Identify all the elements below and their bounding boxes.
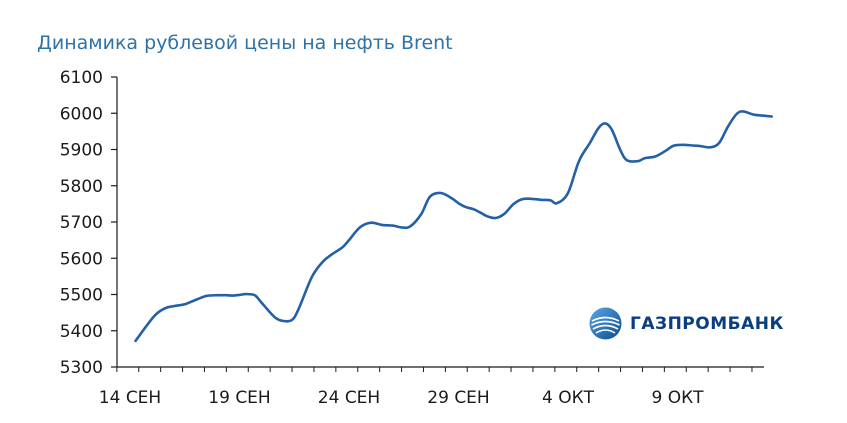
axes: 6100 6000 5900 5800 5700 5600 5500 5400 5300 14 С…	[60, 68, 764, 408]
x-tick-label: 24 СЕН	[318, 388, 380, 408]
series-layer	[134, 110, 773, 343]
y-tick-label: 6100	[60, 68, 103, 88]
y-tick-label: 5800	[60, 177, 103, 197]
gazprombank-logo: ГАЗПРОМБАНК	[589, 307, 784, 340]
logo-text: ГАЗПРОМБАНК	[630, 313, 784, 334]
x-tick-label: 14 СЕН	[99, 388, 161, 408]
y-tick-label: 5600	[60, 249, 103, 269]
x-tick-label: 29 СЕН	[427, 388, 489, 408]
y-tick-label: 5900	[60, 141, 103, 161]
x-tick-label: 19 СЕН	[208, 388, 270, 408]
series-line	[134, 110, 773, 343]
chart-title: Динамика рублевой цены на нефть Brent	[37, 32, 453, 54]
x-tick-label: 4 ОКТ	[542, 388, 595, 408]
y-tick-label: 6000	[60, 104, 103, 124]
y-tick-label: 5700	[60, 213, 103, 233]
x-tick-label: 9 ОКТ	[651, 388, 704, 408]
gazprombank-globe-icon	[589, 307, 622, 340]
y-tick-label: 5300	[60, 358, 103, 378]
y-tick-label: 5400	[60, 322, 103, 342]
y-tick-label: 5500	[60, 286, 103, 306]
